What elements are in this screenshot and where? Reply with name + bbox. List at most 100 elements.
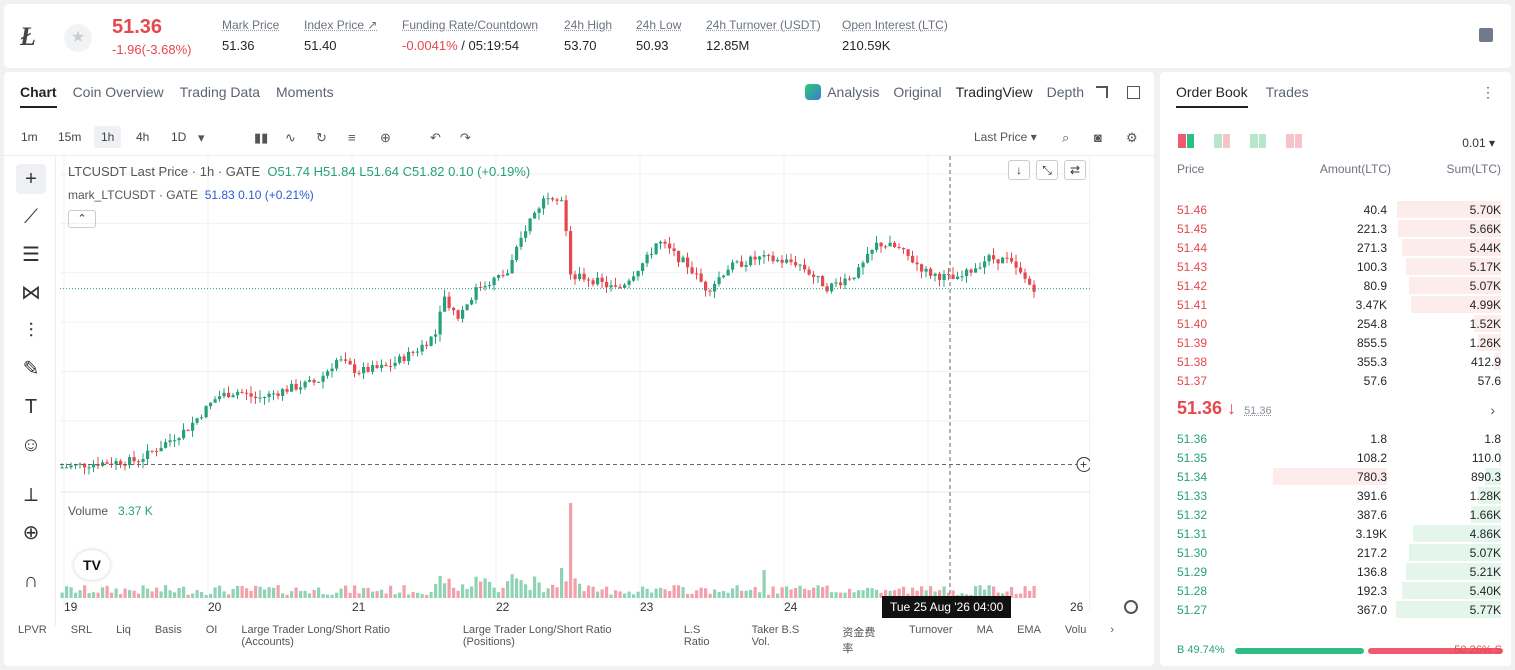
zoom-in-icon[interactable]: ⊕ [22,522,40,544]
ask-row[interactable]: 51.43 100.3 5.17K [1160,257,1511,276]
tab-coin-overview[interactable]: Coin Overview [72,84,164,100]
timeframe-1h[interactable]: 1h [94,126,122,148]
template-icon[interactable]: ≡ [348,130,356,145]
stat-mark-price[interactable]: Mark Price 51.36 [222,18,280,53]
collapse-legend-button[interactable]: ⌃ [68,210,96,228]
ask-row[interactable]: 51.37 57.6 57.6 [1160,371,1511,390]
add-alert-icon[interactable] [1076,456,1090,472]
indicator-item[interactable]: EMA [1017,624,1041,636]
tab-trades[interactable]: Trades [1265,84,1309,100]
ask-row[interactable]: 51.38 355.3 412.9 [1160,352,1511,371]
indicator-item[interactable]: Basis [154,624,182,636]
more-menu-icon[interactable]: ⋮ [1481,84,1495,100]
ruler-icon[interactable]: ⟂ [24,484,38,506]
magnet-icon[interactable]: ∩ [23,570,39,592]
bid-row[interactable]: 51.28 192.3 5.40K [1160,581,1511,600]
indicator-item[interactable]: Liq [116,624,131,636]
emoji-icon[interactable]: ☺ [20,434,42,456]
horizontal-lines-icon[interactable]: ☰ [22,244,40,266]
chevron-down-icon[interactable]: ▾ [198,130,205,145]
price-chart[interactable]: 56.0054.0052.0050.0048.0046.00100 K19202… [60,156,1090,612]
bid-row[interactable]: 51.29 136.8 5.21K [1160,562,1511,581]
chart-settings-icon[interactable] [1124,600,1138,614]
bid-row[interactable]: 51.31 3.19K 4.86K [1160,524,1511,543]
fullscreen-icon[interactable] [1127,86,1140,99]
tab-original[interactable]: Original [893,84,942,100]
ask-row[interactable]: 51.39 855.5 1.26K [1160,333,1511,352]
depth-bar [1402,239,1501,256]
tab-trading-data[interactable]: Trading Data [179,84,261,100]
stat-funding-rate[interactable]: Funding Rate/Countdown -0.0041% / 05:19:… [402,18,539,53]
ask-row[interactable]: 51.46 40.4 5.70K [1160,200,1511,219]
indicator-item[interactable]: 资金费率 [842,627,876,655]
pattern-icon[interactable]: ⋈ [21,282,41,304]
timeframe-4h[interactable]: 4h [136,130,150,144]
stat-open-interest[interactable]: Open Interest (LTC) 210.59K [842,18,948,53]
tab-chart[interactable]: Chart [20,84,57,108]
mode-green-icon[interactable] [1250,134,1266,148]
trend-line-icon[interactable]: ⟋ [24,206,38,228]
bid-row[interactable]: 51.30 217.2 5.07K [1160,543,1511,562]
chevron-right-icon[interactable]: › [1490,402,1495,418]
undo-icon[interactable]: ↶ [430,130,441,145]
mode-buy-icon[interactable] [1214,134,1230,148]
search-icon[interactable]: ⌕ [1062,130,1070,145]
ask-row[interactable]: 51.40 254.8 1.52K [1160,314,1511,333]
camera-icon[interactable]: ◙ [1094,130,1102,145]
tab-moments[interactable]: Moments [276,84,334,100]
depth-bar [1478,334,1501,351]
timeframe-15m[interactable]: 15m [58,130,82,144]
bid-row[interactable]: 51.33 391.6 1.28K [1160,486,1511,505]
bid-row[interactable]: 51.34 780.3 890.3 [1160,467,1511,486]
indicator-item[interactable]: SRL [70,624,93,636]
precision-select[interactable]: 0.01 ▾ [1462,136,1495,150]
bid-row[interactable]: 51.32 387.6 1.66K [1160,505,1511,524]
scroll-down-button[interactable]: ↓ [1008,160,1030,180]
indicators-icon[interactable]: ∿ [285,130,296,145]
indicator-item[interactable]: L.S Ratio [683,624,710,648]
gear-icon[interactable]: ⚙ [1126,130,1138,145]
tab-tradingview[interactable]: TradingView [955,84,1033,100]
crosshair-icon[interactable]: + [16,164,46,194]
indicator-item[interactable]: OI [205,624,218,636]
tab-order-book[interactable]: Order Book [1176,84,1248,108]
text-icon[interactable]: T [24,396,38,418]
refresh-icon[interactable]: ↻ [316,130,327,145]
ask-row[interactable]: 51.44 271.3 5.44K [1160,238,1511,257]
ask-row[interactable]: 51.42 80.9 5.07K [1160,276,1511,295]
indicator-item[interactable]: Turnover [908,624,953,636]
reset-view-button[interactable]: ⇄ [1064,160,1086,180]
indicator-item[interactable]: LPVR [18,624,47,636]
timeframe-1m[interactable]: 1m [21,130,38,144]
ask-row[interactable]: 51.45 221.3 5.66K [1160,219,1511,238]
candle-body [150,450,154,452]
indicator-item[interactable]: MA [976,624,994,636]
brush-icon[interactable]: ✎ [22,358,40,380]
bid-row[interactable]: 51.35 108.2 110.0 [1160,448,1511,467]
expand-icon[interactable] [1096,86,1108,98]
timeframe-1d[interactable]: 1D [171,130,187,144]
row-amount: 3.19K [1355,527,1387,541]
indicator-item[interactable]: Volu [1064,624,1087,636]
book-icon[interactable] [1479,28,1493,42]
favorite-star-icon[interactable]: ★ [64,24,92,52]
mode-both-icon[interactable] [1178,134,1194,148]
tab-analysis[interactable]: Analysis [805,84,879,100]
chevron-right-icon[interactable]: › [1110,624,1114,636]
indicator-item[interactable]: Large Trader Long/Short Ratio (Positions… [462,624,612,648]
collapse-button[interactable]: ⤡ [1036,160,1058,180]
candle-type-icon[interactable]: ▮▮ [254,130,269,145]
fib-icon[interactable]: ⫶ [28,320,34,342]
volume-bar [528,589,532,598]
indicator-item[interactable]: Taker B.S Vol. [751,624,800,648]
price-source-select[interactable]: Last Price ▾ [974,130,1037,144]
redo-icon[interactable]: ↷ [460,130,471,145]
ask-row[interactable]: 51.41 3.47K 4.99K [1160,295,1511,314]
indicator-item[interactable]: Large Trader Long/Short Ratio (Accounts) [241,624,390,648]
mode-red-icon[interactable] [1286,134,1302,148]
bid-row[interactable]: 51.27 367.0 5.77K [1160,600,1511,619]
add-indicator-icon[interactable]: ⊕ [380,130,391,145]
stat-index-price[interactable]: Index Price ↗ 51.40 [304,18,378,53]
tab-depth[interactable]: Depth [1046,84,1084,100]
bid-row[interactable]: 51.36 1.8 1.8 [1160,429,1511,448]
